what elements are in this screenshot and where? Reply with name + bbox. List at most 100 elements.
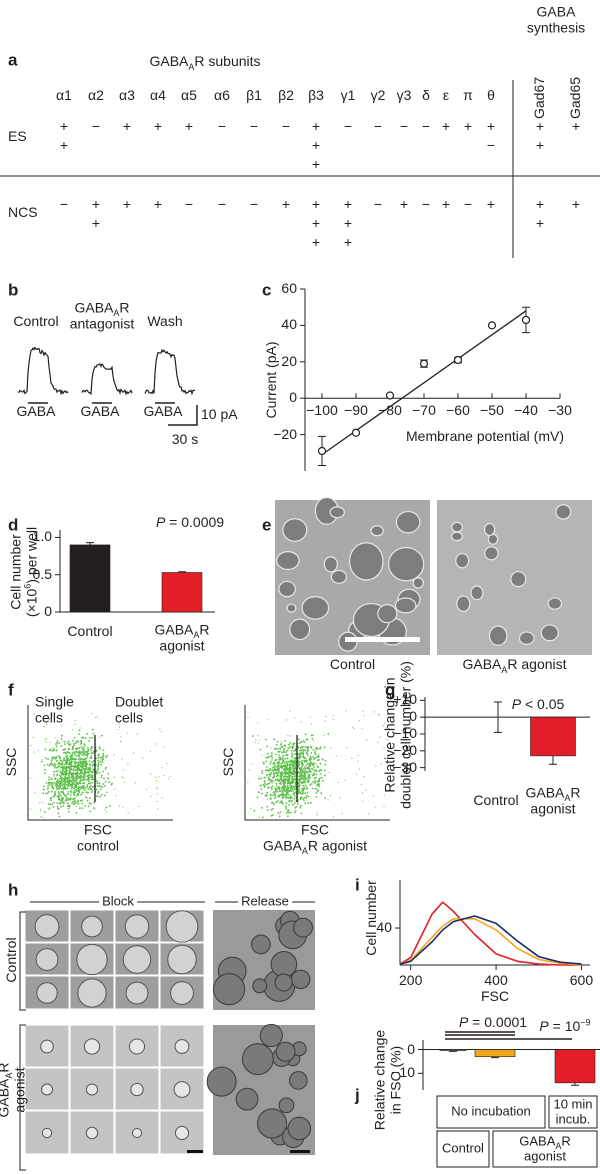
cell [170, 981, 194, 1005]
event-dot [145, 788, 148, 791]
y-axis-label: Relative change in doublet cell number (… [381, 661, 413, 809]
event-dot [62, 783, 65, 786]
event-dot [89, 774, 92, 777]
event-dot [156, 800, 159, 803]
event-dot [262, 770, 264, 773]
event-dot [61, 760, 64, 763]
event-dot [304, 766, 306, 769]
event-dot [69, 790, 72, 792]
event-dot [79, 775, 82, 778]
event-dot [332, 715, 334, 717]
cell-colony [518, 631, 535, 645]
event-dot [29, 808, 32, 810]
event-dot [323, 734, 325, 737]
event-dot [286, 764, 288, 767]
event-dot [73, 758, 76, 760]
current-trace [81, 363, 133, 396]
event-dot [271, 781, 273, 784]
event-dot [271, 785, 274, 788]
row-header: ES [8, 128, 27, 145]
cell-colony [301, 596, 330, 620]
event-dot [76, 777, 79, 780]
event-dot [72, 781, 74, 784]
cell-symbol: + [153, 118, 163, 135]
event-dot [298, 777, 301, 780]
event-dot [315, 762, 317, 764]
event-dot [292, 770, 294, 773]
event-dot [301, 777, 304, 780]
event-dot [58, 815, 61, 818]
event-dot [163, 775, 165, 777]
event-dot [269, 769, 271, 772]
y-tick-label: −10 [391, 1064, 415, 1081]
event-dot [306, 738, 309, 741]
event-dot [91, 789, 93, 792]
event-dot [372, 795, 375, 797]
event-dot [248, 769, 250, 771]
event-dot [74, 799, 76, 802]
column-header: γ3 [396, 87, 412, 104]
cell-cluster [293, 917, 313, 938]
event-dot [263, 780, 266, 782]
event-dot [307, 780, 309, 783]
event-dot [166, 762, 168, 765]
event-dot [60, 745, 63, 747]
event-dot [96, 795, 98, 797]
event-dot [102, 749, 105, 751]
event-dot [78, 769, 81, 772]
cell-symbol: + [122, 118, 132, 135]
event-dot [40, 760, 43, 763]
event-dot [156, 793, 159, 795]
event-dot [281, 793, 283, 795]
event-dot [82, 782, 84, 784]
event-dot [271, 788, 273, 790]
event-dot [48, 807, 51, 810]
event-dot [266, 745, 268, 748]
event-dot [49, 803, 51, 805]
group-label: GABAAR agonist [519, 1134, 571, 1163]
cell [76, 943, 108, 976]
event-dot [295, 806, 298, 808]
panel-letter: e [262, 515, 272, 535]
event-dot [50, 799, 52, 802]
event-dot [306, 754, 309, 757]
text-part: R agonist [507, 656, 567, 673]
event-dot [288, 800, 290, 802]
event-dot [301, 759, 304, 762]
event-dot [76, 782, 79, 785]
event-dot [57, 807, 59, 810]
event-dot [70, 768, 73, 771]
event-dot [305, 759, 307, 762]
event-dot [263, 763, 265, 765]
event-dot [44, 739, 46, 741]
cell-cluster [274, 973, 293, 992]
event-dot [161, 797, 163, 799]
event-dot [294, 785, 297, 787]
event-dot [75, 801, 77, 804]
event-dot [67, 807, 70, 810]
row-bracket [19, 911, 26, 1171]
event-dot [89, 803, 92, 805]
event-dot [42, 788, 45, 791]
event-dot [113, 788, 116, 790]
panel-letter: a [8, 50, 18, 70]
data-point [487, 321, 497, 330]
event-dot [290, 750, 293, 752]
event-dot [280, 772, 282, 775]
event-dot [82, 778, 85, 781]
event-dot [169, 775, 171, 777]
event-dot [59, 757, 62, 760]
event-dot [373, 711, 376, 713]
event-dot [58, 784, 61, 787]
event-dot [74, 769, 77, 772]
event-dot [134, 782, 136, 784]
event-dot [308, 773, 311, 776]
event-dot [384, 722, 386, 724]
event-dot [59, 766, 62, 769]
event-dot [47, 758, 49, 761]
event-dot [104, 768, 107, 770]
event-dot [299, 806, 301, 809]
event-dot [287, 789, 290, 792]
event-dot [70, 754, 73, 757]
event-dot [130, 721, 133, 723]
